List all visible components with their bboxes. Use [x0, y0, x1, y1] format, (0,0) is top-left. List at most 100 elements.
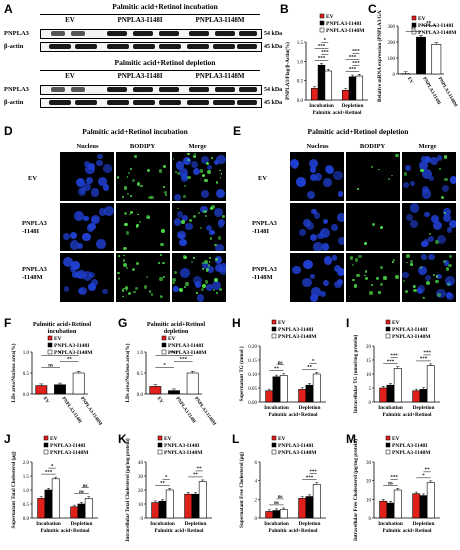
x-tick-label: PNPLA3-I148M: [193, 396, 217, 427]
y-tick-label: 4: [255, 480, 258, 485]
x-tick-label: Incubation: [36, 521, 61, 527]
legend-label: PNPLA3-I148M: [278, 450, 317, 456]
legend-label: EV: [418, 16, 426, 22]
bar: [305, 496, 314, 519]
chart-title: Palmitic acid+Retinol: [147, 321, 206, 328]
sig-label: ***: [390, 354, 398, 359]
micro-incubation-columns: Nucleus BODIPY Merge: [60, 143, 226, 150]
legend-swatch: [411, 29, 417, 35]
blot-row-label-pnpla3: PNPLA3: [4, 30, 29, 37]
chart-title: Palmitic acid+Retinol: [33, 321, 92, 328]
sig-label: *: [163, 364, 166, 369]
legend-label: PNPLA3-I148I: [392, 327, 427, 333]
legend-swatch: [385, 333, 391, 339]
y-axis-label: Relative mRNA expression (PNPLA3/GAPDH): [376, 10, 383, 102]
micro-col-merge: Merge: [188, 143, 207, 150]
x-axis-label: Palmitic acid+Retinol: [40, 528, 90, 534]
x-tick-label: Depletion: [413, 521, 435, 527]
bar: [348, 76, 357, 101]
panel-label-f: F: [4, 316, 12, 330]
legend-label: EV: [164, 436, 172, 442]
bar: [279, 375, 288, 403]
blot-kda-54: 54 kDa: [264, 87, 283, 93]
micrograph-tile: [172, 253, 226, 302]
legend-swatch: [43, 435, 49, 441]
micrograph-tile: [346, 253, 400, 302]
legend-swatch: [271, 442, 277, 448]
y-tick-label: 10: [366, 373, 372, 378]
blot-row-label-actin: β-actin: [4, 43, 24, 50]
panel-label-g: G: [118, 316, 128, 330]
chart-title: depletion: [164, 328, 189, 335]
sig-label: ***: [318, 45, 326, 50]
sig-label: **: [307, 366, 313, 371]
bar: [317, 64, 326, 101]
micrograph-tile: [402, 253, 456, 302]
chart-m: 0 10 20 30 Intracellular Free Cholesterol (μ…: [352, 435, 440, 541]
micro-depletion-columns: Nucleus BODIPY Merge: [290, 143, 456, 150]
y-tick-label: 0: [393, 73, 396, 78]
y-axis-label: Supernatant Total Cholesterol (μg): [10, 451, 17, 528]
bar: [298, 389, 307, 403]
legend-swatch: [271, 319, 277, 325]
x-tick-label: Incubation: [378, 405, 403, 411]
x-axis-label: Palmitic acid+Retinol: [154, 528, 204, 534]
blot-band-row: [40, 85, 262, 95]
y-tick-label: 30: [138, 475, 144, 480]
micrograph-tile: [346, 152, 400, 201]
micro-row-i148m: PNPLA3 -I148M: [252, 266, 277, 281]
y-tick-label: 6: [255, 461, 258, 466]
blot-row-label-actin: β-actin: [4, 99, 24, 106]
bar: [44, 489, 53, 519]
legend-label: PNPLA3-I148I: [164, 443, 199, 449]
panel-label-a: A: [4, 2, 13, 16]
micrograph-tile: [116, 202, 170, 252]
sig-label: ***: [349, 55, 357, 60]
bar: [426, 365, 435, 403]
legend-swatch: [319, 20, 325, 26]
legend-swatch: [157, 442, 163, 448]
y-tick-label: 30: [366, 461, 372, 466]
blot-incubation-title: Palmitic acid+Retinol incubation: [112, 2, 218, 11]
legend-swatch: [43, 449, 49, 455]
sig-label: ns: [79, 490, 84, 495]
bar: [70, 506, 79, 519]
x-tick-label: Depletion: [71, 521, 93, 527]
sig-label: **: [425, 468, 431, 473]
x-axis-label: Palmitic acid+Retinol: [382, 528, 432, 534]
legend-swatch: [161, 349, 167, 355]
legend-label: PNPLA3-I148I: [54, 343, 89, 349]
sig-label: ***: [420, 357, 428, 362]
bar: [51, 478, 60, 519]
micro-col-nucleus: Nucleus: [306, 143, 329, 150]
x-tick-label: Incubation: [378, 521, 403, 527]
bar: [298, 498, 307, 519]
sig-label: ***: [45, 470, 53, 475]
legend-swatch: [47, 342, 53, 348]
legend-swatch: [411, 22, 417, 28]
x-tick-label: Incubation: [264, 521, 289, 527]
bar: [191, 493, 200, 519]
micrograph-tile: [60, 253, 114, 302]
x-tick-label: PNPLA3-I148I: [60, 396, 82, 424]
legend-swatch: [157, 435, 163, 441]
sig-label: ***: [306, 476, 314, 481]
bar: [265, 511, 274, 519]
bar: [279, 509, 288, 519]
y-tick-label: 10: [366, 498, 372, 503]
legend-swatch: [157, 449, 163, 455]
bar: [379, 500, 388, 519]
x-tick-label: Depletion: [185, 521, 207, 527]
legend-swatch: [271, 449, 277, 455]
legend-label: PNPLA3-I148I: [278, 443, 313, 449]
legend-swatch: [385, 326, 391, 332]
panel-label-k: K: [118, 432, 127, 446]
blot-band-row: [40, 29, 262, 39]
microscopy-grid-incubation: [60, 152, 226, 302]
legend-label: PNPLA3-I148M: [164, 450, 203, 456]
lane-label-ev: EV: [65, 16, 75, 24]
bar: [431, 44, 442, 75]
panel-label-m: M: [346, 432, 356, 446]
y-tick-label: 0.0: [23, 517, 30, 522]
